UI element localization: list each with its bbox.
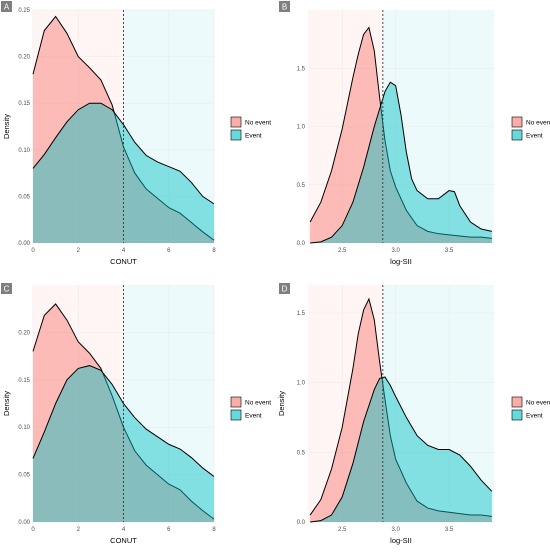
legend-swatch-no-event: [511, 116, 523, 128]
density-line-event: [32, 365, 215, 477]
legend-swatch-no-event: [230, 396, 242, 408]
density-area-no-event: [33, 303, 214, 522]
panel-tag-label: A: [4, 3, 10, 12]
panel-tag-label: D: [282, 285, 288, 294]
legend-label: Event: [245, 133, 262, 140]
panel-c: 0.00 0.05 0.10 0.15 0.20 0 2 4 6 8 CONUT Density No …: [1, 283, 271, 545]
x-tick-label: 2: [77, 248, 81, 254]
x-axis-title: log-SII: [390, 536, 412, 545]
y-tick-label: 0.15: [18, 378, 30, 384]
panel-tag: C: [1, 283, 12, 294]
density-area-event: [33, 103, 214, 243]
legend-swatch-event: [230, 409, 242, 421]
density-line-event: [32, 102, 215, 205]
y-tick-label: 0.05: [18, 473, 30, 479]
x-tick-label: 4: [122, 527, 126, 533]
panel-tag: A: [1, 1, 12, 12]
panel-d: 0.0 0.5 1.0 1.5 2.5 3.0 3.5 log-SII Density No ev…: [277, 283, 550, 545]
y-tick-label: 0.15: [18, 101, 30, 107]
legend-label: Event: [526, 413, 543, 420]
legend-label: Event: [526, 133, 543, 140]
panel-tag-label: C: [4, 285, 10, 294]
panel-tag-box: [1, 1, 12, 12]
legend-label: Event: [245, 413, 262, 420]
x-tick-label: 2.5: [338, 527, 347, 533]
legend: No event Event: [230, 116, 271, 141]
density-area-no-event: [33, 16, 214, 243]
panel-tag-box: [279, 283, 290, 294]
panel-b: 0.0 0.5 1.0 1.5 2.5 3.0 3.5 log-SII No event Even…: [279, 1, 550, 266]
y-tick-label: 0.00: [18, 520, 30, 526]
legend-swatch-no-event: [230, 116, 242, 128]
y-tick-label: 1.0: [297, 381, 306, 387]
y-tick-label: 0.05: [18, 194, 30, 200]
legend-label: No event: [245, 400, 271, 407]
x-axis-title: log-SII: [390, 257, 412, 266]
density-line-event: [310, 376, 493, 523]
x-tick-label: 8: [212, 527, 216, 533]
x-tick-label: 3.5: [445, 527, 454, 533]
panel-tag: B: [279, 1, 290, 12]
density-line-event: [310, 81, 492, 244]
x-tick-label: 6: [167, 248, 171, 254]
x-tick-label: 0: [31, 527, 35, 533]
y-tick-label: 0.10: [18, 148, 30, 154]
x-tick-label: 6: [167, 527, 171, 533]
x-tick-label: 4: [122, 248, 126, 254]
y-axis-title: Density: [2, 391, 11, 416]
x-axis-title: CONUT: [110, 257, 137, 266]
legend: No event Event: [230, 396, 271, 421]
legend-label: No event: [526, 400, 550, 407]
panel-a: 0.00 0.05 0.10 0.15 0.20 0.25 0 2 4 6 8 CONUT Densit…: [1, 1, 271, 266]
panel-tag-label: B: [282, 3, 287, 12]
legend-swatch-event: [230, 129, 242, 141]
legend: No event Event: [511, 396, 550, 421]
density-line-no-event: [309, 26, 492, 239]
density-area-no-event: [310, 298, 492, 522]
event-region: [382, 285, 494, 522]
legend: No event Event: [511, 116, 550, 141]
y-tick-label: 0.5: [297, 183, 306, 189]
panel-tag-box: [279, 1, 290, 12]
density-area-event: [310, 377, 492, 522]
y-tick-label: 1.5: [297, 311, 306, 317]
y-tick-label: 0.20: [18, 330, 30, 336]
y-tick-label: 0.0: [297, 520, 306, 526]
x-tick-label: 3.0: [391, 248, 400, 254]
y-axis-title: Density: [277, 391, 286, 416]
y-tick-label: 0.25: [18, 8, 30, 14]
y-tick-label: 1.0: [297, 125, 306, 131]
legend-label: No event: [526, 120, 550, 127]
legend-swatch-event: [511, 409, 523, 421]
x-tick-label: 8: [212, 248, 216, 254]
density-line-no-event: [309, 297, 492, 517]
density-area-event: [310, 82, 492, 243]
y-tick-label: 0.20: [18, 55, 30, 61]
y-tick-label: 0.0: [297, 241, 306, 247]
legend-swatch-no-event: [511, 396, 523, 408]
density-area-no-event: [310, 27, 492, 243]
y-tick-label: 1.5: [297, 66, 306, 72]
legend-swatch-event: [511, 129, 523, 141]
x-tick-label: 3.5: [445, 248, 454, 254]
panel-tag-box: [1, 283, 12, 294]
y-tick-label: 0.5: [297, 450, 306, 456]
x-tick-label: 0: [31, 248, 35, 254]
density-line-no-event: [32, 303, 215, 520]
y-tick-label: 0.00: [18, 241, 30, 247]
density-area-event: [33, 365, 214, 522]
x-tick-label: 2.5: [338, 248, 347, 254]
y-tick-label: 0.10: [18, 425, 30, 431]
panel-tag: D: [279, 283, 290, 294]
x-tick-label: 2: [77, 527, 81, 533]
x-tick-label: 3.0: [391, 527, 400, 533]
y-axis-title: Density: [2, 114, 11, 139]
no-event-region: [308, 285, 383, 522]
legend-label: No event: [245, 120, 271, 127]
x-axis-title: CONUT: [110, 536, 137, 545]
